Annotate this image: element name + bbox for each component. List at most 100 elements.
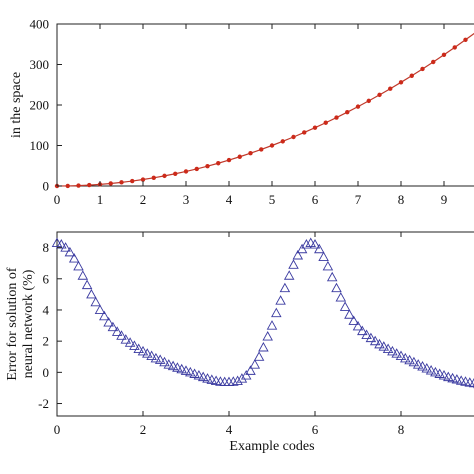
top-axis-ticks: 0 1 2 3 4 5 6 7 8 9 0 100 200 300 400	[30, 17, 448, 208]
triangle-data-point	[326, 271, 338, 282]
data-point	[463, 37, 468, 42]
data-point	[162, 173, 167, 179]
triangle-data-point	[159, 356, 170, 367]
data-point	[312, 125, 318, 130]
triangle-data-point	[197, 371, 209, 382]
y-tick-label: 2	[43, 334, 50, 349]
triangle-data-point	[262, 331, 273, 341]
y-tick-label: 100	[30, 138, 50, 153]
triangle-data-point	[142, 348, 153, 358]
x-tick-label: 2	[140, 422, 147, 437]
triangle-data-point	[189, 368, 200, 378]
triangle-data-point	[387, 345, 398, 356]
x-tick-label: 6	[312, 192, 319, 207]
triangle-data-point	[357, 325, 368, 336]
data-point	[216, 161, 221, 166]
data-point	[280, 139, 285, 144]
y-tick-label: 0	[43, 365, 50, 380]
data-point	[345, 110, 350, 115]
triangle-data-point	[86, 288, 97, 299]
data-point	[377, 92, 382, 98]
data-point	[173, 171, 178, 176]
data-point	[140, 177, 146, 182]
data-point	[237, 154, 242, 159]
bottom-x-axis-label: Example codes	[229, 439, 314, 454]
triangle-data-point	[271, 307, 282, 318]
x-tick-label: 3	[183, 192, 190, 207]
data-point	[398, 80, 404, 85]
triangle-data-point	[167, 360, 179, 371]
triangle-data-point	[438, 370, 450, 380]
data-point	[409, 73, 414, 78]
triangle-data-point	[288, 259, 299, 269]
top-series-markers	[54, 32, 474, 189]
triangle-data-point	[391, 348, 402, 358]
triangle-data-point	[275, 295, 286, 305]
triangle-data-point	[296, 243, 308, 254]
triangle-data-point	[322, 260, 334, 271]
x-tick-label: 1	[97, 192, 104, 207]
data-point	[108, 181, 113, 186]
triangle-data-point	[193, 370, 205, 380]
x-tick-label: 4	[226, 192, 233, 207]
y-tick-label: 200	[30, 98, 50, 113]
data-point	[302, 130, 307, 135]
x-tick-label: 7	[355, 192, 362, 207]
data-point	[441, 52, 447, 57]
triangle-data-point	[425, 365, 437, 375]
data-point	[420, 66, 425, 72]
bottom-axis-ticks: 0 2 4 6 8 -2 0 2 4 6 8	[38, 232, 404, 437]
triangle-data-point	[232, 375, 243, 385]
triangle-data-point	[382, 343, 394, 353]
y-tick-label: 8	[43, 240, 50, 255]
x-tick-label: 4	[226, 422, 233, 437]
triangle-data-point	[249, 359, 261, 369]
bottom-plot-frame	[56, 231, 474, 417]
triangle-data-point	[374, 338, 385, 349]
bottom-y-axis-label-line-1: Error for solution of	[5, 267, 20, 380]
triangle-data-point	[279, 282, 291, 293]
data-point	[291, 134, 296, 140]
data-point	[183, 169, 189, 174]
data-point	[248, 150, 253, 156]
triangle-data-point	[137, 345, 149, 356]
triangle-data-point	[64, 246, 76, 257]
triangle-data-point	[99, 310, 110, 321]
data-point	[431, 59, 436, 65]
triangle-data-point	[292, 249, 304, 260]
triangle-data-point	[314, 243, 325, 254]
x-tick-label: 8	[398, 192, 405, 207]
triangle-data-point	[154, 354, 166, 364]
y-tick-label: 300	[30, 57, 50, 72]
triangle-data-point	[172, 362, 183, 372]
y-tick-label: 6	[43, 271, 50, 286]
triangle-data-point	[301, 239, 312, 249]
triangle-data-point	[331, 282, 342, 293]
triangle-data-point	[335, 292, 347, 302]
triangle-data-point	[468, 378, 474, 388]
data-point	[355, 104, 361, 109]
series-line	[56, 32, 474, 187]
triangle-data-point	[68, 253, 80, 263]
triangle-data-point	[107, 321, 119, 332]
triangle-data-point	[408, 356, 420, 367]
data-point	[259, 147, 264, 152]
triangle-data-point	[318, 251, 329, 261]
triangle-data-point	[421, 363, 433, 373]
triangle-data-point	[240, 370, 252, 380]
triangle-data-point	[344, 309, 355, 319]
data-point	[388, 86, 393, 91]
x-tick-label: 6	[312, 422, 319, 437]
triangle-data-point	[412, 359, 424, 369]
triangle-data-point	[369, 335, 381, 346]
triangle-data-point	[176, 363, 187, 374]
top-plot-frame	[56, 23, 474, 187]
triangle-data-point	[180, 365, 192, 375]
triangle-data-point	[111, 326, 123, 336]
triangle-data-point	[258, 341, 269, 352]
data-point	[323, 120, 328, 125]
top-y-axis-label: in the space	[9, 72, 24, 138]
triangle-data-point	[309, 239, 321, 249]
data-point	[151, 175, 156, 181]
